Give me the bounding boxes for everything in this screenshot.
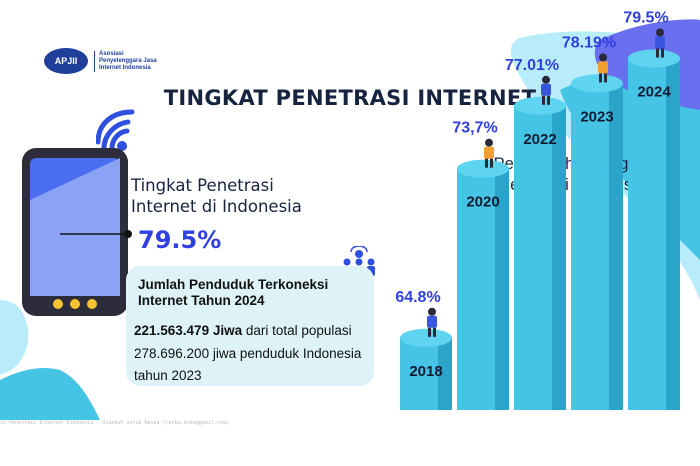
bar-year-label: 2018 [409,363,442,380]
bar-top [514,96,566,115]
person-figure [598,53,608,83]
bar-shade [609,83,623,410]
logo-text: Asosiasi Penyelenggara Jasa Internet Ind… [94,50,159,72]
bar-value-label: 79.5% [623,10,668,27]
apjii-logo: APJII Asosiasi Penyelenggara Jasa Intern… [44,48,159,74]
bar-value-label: 64.8% [395,289,440,306]
bar-top [457,159,509,178]
footer-watermark: si Penetrasi Internet Indonesia - Diundu… [0,420,229,426]
metric-label: Tingkat Penetrasi Internet di Indonesia [131,176,302,216]
bar-year-label: 2022 [523,131,556,148]
person-figure [541,75,551,105]
info-box [126,266,374,386]
bar-year-label: 2020 [466,194,499,211]
bar-year-label: 2024 [637,84,671,101]
bar-2020: 2020 73,7% [452,120,509,410]
info-line-3: tahun 2023 [134,368,202,383]
bar-value-label: 78.19% [562,34,616,51]
metric-value: 79.5% [138,226,222,254]
info-population-connected: 221.563.479 Jiwa [134,323,243,338]
person-figure [484,138,494,168]
bar-top [571,74,623,93]
bar-top [400,328,452,347]
bar-2018: 2018 64.8% [395,289,452,410]
bar-value-label: 77.01% [505,57,559,74]
bar-shade [552,105,566,410]
bar-value-label: 73,7% [452,120,497,137]
smartphone-illustration [22,148,128,316]
pointer-line [60,230,132,238]
bar-shade [495,168,509,410]
bar-2022: 2022 77.01% [505,57,566,410]
bar-2024: 2024 79.5% [623,10,680,410]
logo-mark: APJII [44,48,88,74]
wifi-icon [96,109,135,151]
page-title: TINGKAT PENETRASI INTERNET [163,86,537,110]
info-line-1-rest: dari total populasi [242,323,352,338]
bar-2023: 2023 78.19% [562,34,623,410]
info-line-1: 221.563.479 Jiwa dari total populasi [134,323,352,338]
bar-shade [666,58,680,410]
person-figure [427,307,437,337]
person-figure [655,28,665,58]
info-line-2: 278.696.200 jiwa penduduk Indonesia [134,346,362,361]
info-title: Jumlah Penduduk Terkoneksi Internet Tahu… [138,277,329,308]
bar-top [628,49,680,68]
bar-shade [438,337,452,410]
bar-year-label: 2023 [580,108,613,125]
